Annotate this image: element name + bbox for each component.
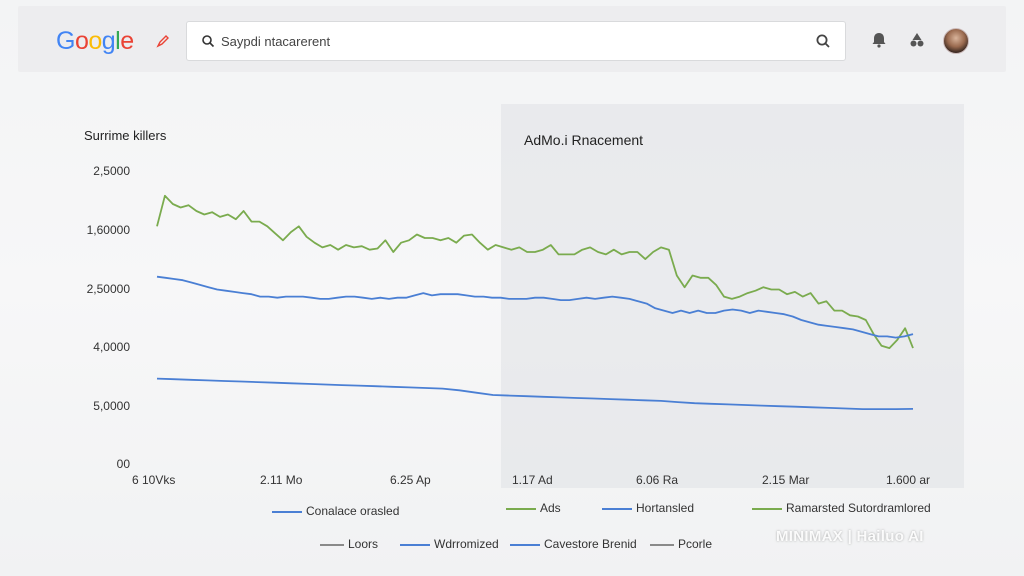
logo-letter: g [101, 27, 116, 55]
search-input[interactable]: Saypdi ntacarerent [186, 21, 846, 61]
x-tick-label: 1.600 ar [886, 473, 931, 487]
legend-label: Conalace orasled [306, 504, 400, 518]
logo-letter: o [74, 27, 89, 55]
legend-item: Ramarsted Sutordramlored [752, 501, 931, 515]
x-tick-label: 1.17 Ad [512, 473, 553, 487]
highlight-panel [501, 104, 964, 488]
legend-label: Ramarsted Sutordramlored [786, 501, 931, 515]
y-tick-label: 2,50000 [86, 282, 130, 296]
series-ads-line [156, 194, 914, 350]
pencil-icon [156, 35, 169, 48]
y-tick-label: 00 [116, 457, 130, 471]
legend-swatch [320, 543, 344, 546]
logo-letter: e [120, 27, 134, 55]
search-icon[interactable] [815, 33, 831, 49]
legend-item: Ads [506, 501, 561, 515]
logo-letter: l [115, 27, 121, 55]
legend-label: Pcorle [678, 537, 713, 551]
legend-swatch [400, 543, 430, 546]
panel-title: AdMo.i Rnacement [524, 132, 644, 148]
x-tick-label: 2.11 Mo [260, 473, 303, 487]
user-avatar[interactable] [943, 28, 969, 54]
legend-item: Cavestore Brenid [510, 537, 637, 551]
x-tick-label: 6.25 Ap [390, 473, 431, 487]
legend-label: Wdrromized [434, 537, 499, 551]
y-tick-label: 1,60000 [86, 223, 130, 237]
legend-item: Wdrromized [400, 537, 499, 551]
x-tick-label: 2.15 Mar [762, 473, 810, 487]
legend-item: Loors [320, 537, 378, 551]
chart-title: Surrime killers [84, 128, 167, 143]
legend-swatch [510, 543, 540, 546]
legend-item: Hortansled [602, 501, 694, 515]
legend-swatch [272, 510, 302, 513]
legend-swatch [506, 507, 536, 510]
google-logo[interactable]: Google [56, 27, 134, 56]
legend-swatch [752, 507, 782, 510]
series-hortansled-line [156, 275, 914, 339]
notifications-icon[interactable] [869, 30, 889, 50]
logo-letter: o [88, 27, 102, 55]
y-tick-label: 2,5000 [93, 164, 130, 178]
legend-item: Pcorle [650, 537, 712, 551]
legend-label: Hortansled [636, 501, 695, 515]
legend-swatch [650, 543, 674, 546]
legend-swatch [602, 507, 632, 510]
legend-item: Conalace orasled [272, 504, 399, 518]
search-query-text: Saypdi ntacarerent [221, 34, 331, 49]
search-icon [202, 35, 215, 48]
logo-letter: G [56, 27, 75, 55]
y-tick-label: 4,0000 [93, 340, 130, 354]
apps-icon[interactable] [907, 30, 927, 50]
x-tick-label: 6 10Vks [132, 473, 176, 487]
legend-label: Cavestore Brenid [544, 537, 637, 551]
watermark: MINIMAX | Hailuo AI [776, 528, 924, 545]
series-conalace-line [156, 377, 914, 411]
x-tick-label: 6.06 Ra [636, 473, 679, 487]
y-tick-label: 5,0000 [93, 399, 130, 413]
legend-label: Loors [348, 537, 379, 551]
legend-label: Ads [540, 501, 561, 515]
